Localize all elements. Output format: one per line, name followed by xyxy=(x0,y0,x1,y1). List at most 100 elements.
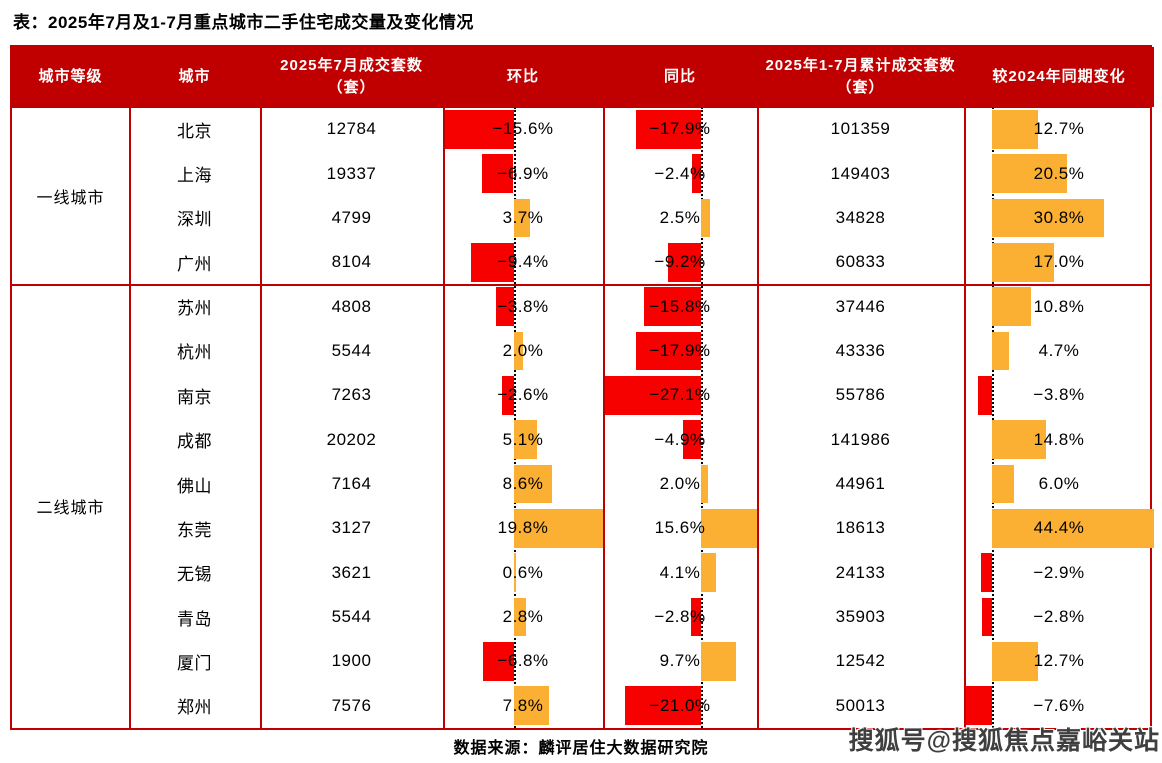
yoy-bar xyxy=(636,109,701,149)
jul-sales-value: 7576 xyxy=(331,695,372,715)
mom-value: −15.6% xyxy=(492,119,554,139)
yoy-bar xyxy=(636,331,701,371)
city-name: 无锡 xyxy=(177,565,212,585)
mom-value: 2.8% xyxy=(502,607,544,627)
vs-bar xyxy=(991,420,1046,460)
yoy-bar xyxy=(625,686,701,726)
yoy-bar xyxy=(603,375,701,415)
jul-sales-value: 3127 xyxy=(331,518,372,538)
cum-sales-value: 43336 xyxy=(835,340,886,360)
mom-value: −6.9% xyxy=(497,163,549,183)
mom-value: −3.8% xyxy=(497,296,549,316)
yoy-value: −15.8% xyxy=(649,296,711,316)
yoy-bar xyxy=(700,198,710,238)
column-header-6: 2025年1-7月累计成交套数（套） xyxy=(757,47,964,107)
cum-sales-value: 101359 xyxy=(830,119,891,139)
mom-value: 8.6% xyxy=(502,474,544,494)
vs-value: 6.0% xyxy=(1038,474,1080,494)
yoy-bar xyxy=(690,597,701,637)
yoy-value: −4.9% xyxy=(654,429,706,449)
yoy-value: 15.6% xyxy=(654,518,706,538)
vs-bar xyxy=(991,331,1009,371)
vs-bar xyxy=(991,154,1067,193)
jul-sales-value: 12784 xyxy=(326,119,377,139)
data-source: 数据来源：麟评居住大数据研究院 xyxy=(453,740,709,757)
yoy-value: −17.9% xyxy=(649,340,711,360)
jul-sales-value: 19337 xyxy=(326,163,377,183)
vs-value: −2.8% xyxy=(1033,607,1085,627)
mom-bar xyxy=(501,375,514,415)
vs-bar xyxy=(977,375,992,415)
jul-sales-value: 5544 xyxy=(331,607,372,627)
column-header-7: 较2024年同期变化 xyxy=(964,47,1154,107)
yoy-value: 9.7% xyxy=(659,651,701,671)
mom-bar xyxy=(513,509,603,548)
mom-value: −2.6% xyxy=(497,385,549,405)
mom-value: 0.6% xyxy=(502,562,544,582)
jul-sales-value: 7263 xyxy=(331,385,372,405)
mom-value: 5.1% xyxy=(502,429,544,449)
yoy-bar xyxy=(700,464,708,504)
yoy-bar xyxy=(700,553,716,593)
mom-bar xyxy=(513,597,527,637)
city-name: 广州 xyxy=(177,254,212,274)
vs-bar xyxy=(991,509,1154,548)
zero-axis-line xyxy=(991,107,994,728)
jul-sales-value: 4799 xyxy=(331,207,372,227)
vs-bar xyxy=(991,109,1039,149)
section-divider-line xyxy=(12,284,1150,286)
yoy-value: 2.0% xyxy=(659,474,701,494)
yoy-value: −2.4% xyxy=(654,163,706,183)
city-name: 东莞 xyxy=(177,520,212,540)
vs-value: 12.7% xyxy=(1033,119,1085,139)
jul-sales-value: 4808 xyxy=(331,296,372,316)
vs-value: 12.7% xyxy=(1033,651,1085,671)
mom-bar xyxy=(482,642,514,681)
mom-value: 3.7% xyxy=(502,207,544,227)
city-name: 郑州 xyxy=(177,698,212,718)
mom-value: 19.8% xyxy=(497,518,549,538)
vs-value: 10.8% xyxy=(1033,296,1085,316)
vs-value: 14.8% xyxy=(1033,429,1085,449)
yoy-bar xyxy=(692,154,701,193)
jul-sales-value: 5544 xyxy=(331,340,372,360)
zero-axis-line xyxy=(700,107,703,728)
column-border-line xyxy=(129,47,131,728)
city-name: 深圳 xyxy=(177,210,212,230)
jul-sales-value: 7164 xyxy=(331,474,372,494)
column-border-line xyxy=(964,47,966,728)
vs-value: −7.6% xyxy=(1033,695,1085,715)
yoy-value: −2.8% xyxy=(654,607,706,627)
yoy-bar xyxy=(683,420,701,460)
column-header-1: 城市等级 xyxy=(12,47,129,107)
yoy-value: −21.0% xyxy=(649,695,711,715)
mom-value: 7.8% xyxy=(502,695,544,715)
zero-axis-line xyxy=(513,107,516,728)
mom-value: 2.0% xyxy=(502,340,544,360)
column-border-line xyxy=(603,47,605,728)
page-title: 表：2025年7月及1-7月重点城市二手住宅成交量及变化情况 xyxy=(13,13,474,32)
cum-sales-value: 50013 xyxy=(835,695,886,715)
vs-value: 20.5% xyxy=(1033,163,1085,183)
city-name: 北京 xyxy=(177,121,212,141)
cum-sales-value: 44961 xyxy=(835,474,886,494)
vs-bar xyxy=(991,287,1032,326)
column-header-3: 2025年7月成交套数（套） xyxy=(260,47,443,107)
tier-label: 二线城市 xyxy=(36,500,105,518)
vs-bar xyxy=(991,464,1014,504)
yoy-bar xyxy=(643,287,701,326)
cum-sales-value: 35903 xyxy=(835,607,886,627)
header-border-line xyxy=(12,106,1150,108)
mom-value: −9.4% xyxy=(497,252,549,272)
vs-bar xyxy=(991,642,1039,681)
vs-bar xyxy=(964,686,992,726)
yoy-value: −17.9% xyxy=(649,119,711,139)
city-name: 厦门 xyxy=(177,653,212,673)
cum-sales-value: 55786 xyxy=(835,385,886,405)
yoy-value: 4.1% xyxy=(659,562,701,582)
data-table: 城市等级 城市 2025年7月成交套数（套） 环比 同比 2025年1-7月累计成交套数（… xyxy=(10,45,1154,730)
mom-bar xyxy=(513,198,531,238)
vs-bar xyxy=(991,242,1054,282)
vs-value: 4.7% xyxy=(1038,340,1080,360)
